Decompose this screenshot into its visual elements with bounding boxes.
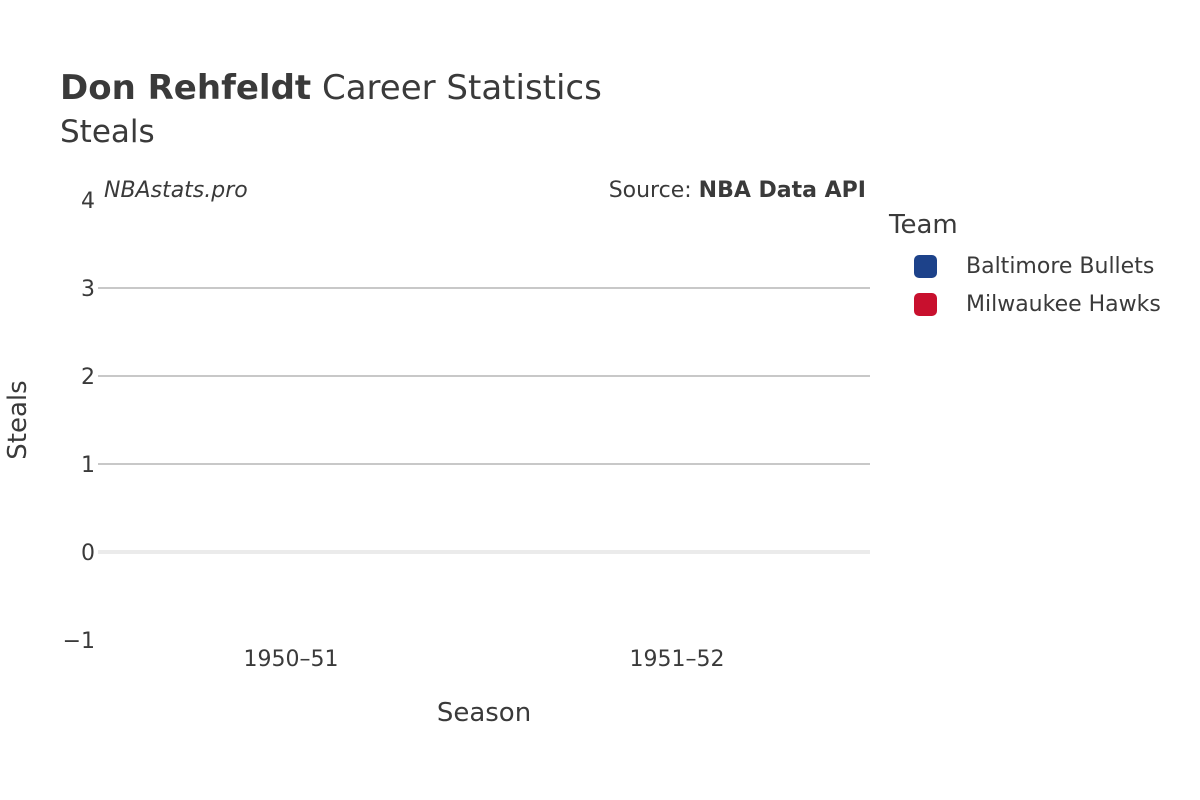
chart-subtitle: Steals xyxy=(60,114,155,150)
legend-item-milwaukee-hawks[interactable]: Milwaukee Hawks xyxy=(914,291,1161,317)
player-name: Don Rehfeldt xyxy=(60,68,312,108)
chart-title: Don Rehfeldt Career Statistics xyxy=(60,68,602,108)
grid-lines xyxy=(98,287,870,554)
x-tick-labels: 1950–51 1951–52 xyxy=(244,647,725,672)
y-tick-label: 0 xyxy=(81,541,95,566)
legend-title: Team xyxy=(889,210,958,240)
source-credit: Source: NBA Data API xyxy=(609,178,866,203)
y-tick-labels: −1 0 1 2 3 4 xyxy=(63,189,95,654)
y-tick-label: 3 xyxy=(81,277,95,302)
x-tick-label: 1950–51 xyxy=(244,647,339,672)
y-tick-label: 1 xyxy=(81,453,95,478)
legend-label: Milwaukee Hawks xyxy=(966,291,1161,317)
legend-item-baltimore-bullets[interactable]: Baltimore Bullets xyxy=(914,253,1155,279)
source-name: NBA Data API xyxy=(698,178,866,203)
legend-swatch xyxy=(914,292,937,316)
legend-swatch xyxy=(914,254,937,278)
y-tick-label: 2 xyxy=(81,365,95,390)
legend-label: Baltimore Bullets xyxy=(966,253,1155,279)
y-tick-label: −1 xyxy=(63,629,95,654)
watermark-text: NBAstats.pro xyxy=(104,178,248,203)
title-rest: Career Statistics xyxy=(321,68,602,108)
source-prefix: Source: xyxy=(608,178,699,203)
y-tick-label: 4 xyxy=(81,189,95,214)
y-axis-label: Steals xyxy=(3,380,33,459)
x-axis-label: Season xyxy=(437,698,531,728)
x-tick-label: 1951–52 xyxy=(630,647,725,672)
